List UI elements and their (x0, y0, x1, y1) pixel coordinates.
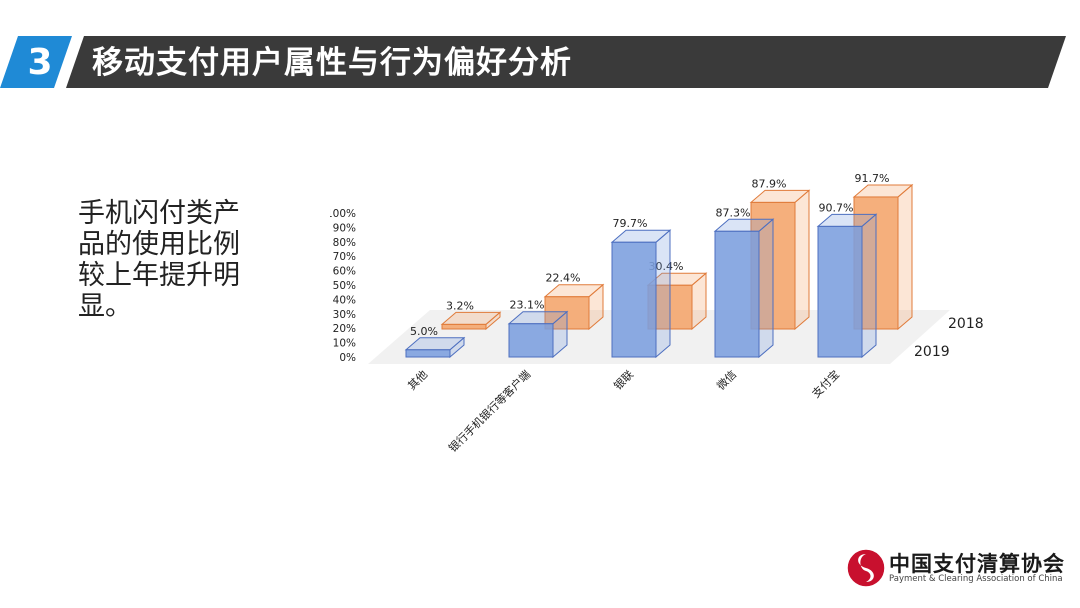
y-tick-label: 90% (333, 222, 356, 234)
page-title: 移动支付用户属性与行为偏好分析 (92, 45, 572, 81)
bar-front (405, 349, 451, 358)
bar-2019 (713, 218, 775, 359)
section-number: 3 (27, 42, 53, 83)
category-label: 微信 (714, 367, 739, 392)
bar-side (794, 189, 810, 331)
bar-side (655, 229, 671, 359)
category-label: 支付宝 (809, 367, 842, 400)
bar-side (758, 218, 774, 359)
data-label: 91.7% (855, 172, 890, 185)
header-bar: 3 移动支付用户属性与行为偏好分析 (0, 0, 1080, 100)
association-name-en: Payment & Clearing Association of China (889, 574, 1063, 584)
y-tick-label: 70% (333, 251, 356, 263)
data-label: 23.1% (510, 299, 545, 312)
association-logo-icon (846, 548, 886, 588)
bar-side (897, 183, 913, 331)
header-shapes (0, 36, 1066, 88)
bar-front (714, 230, 760, 358)
y-tick-label: 20% (333, 323, 356, 335)
data-label: 79.7% (613, 217, 648, 230)
usage-bar-chart: 0% 10% 20% 30% 40% 50% 60% 70% 80% 90% 100% 2018 201… (330, 172, 984, 455)
data-label: 87.3% (716, 206, 751, 219)
y-tick-label: 80% (333, 237, 356, 249)
data-label: 87.9% (752, 177, 787, 190)
data-label: 5.0% (410, 325, 438, 338)
bar-front (508, 323, 554, 358)
data-label: 30.4% (649, 260, 684, 273)
data-label: 22.4% (546, 272, 581, 285)
bar-front (817, 225, 863, 358)
bar-side (861, 213, 877, 359)
association-name: 中国支付清算协会 (889, 552, 1065, 576)
y-tick-label: 100% (330, 208, 356, 220)
bar-2019 (507, 310, 569, 359)
bar-2019 (404, 336, 466, 359)
category-label: 银行手机银行等客户端 (445, 367, 533, 455)
category-label: 银联 (611, 367, 636, 392)
side-note: 手机闪付类产品的使用比例较上年提升明显。 (78, 198, 240, 322)
bar-2018 (440, 311, 502, 331)
y-tick-label: 10% (333, 338, 356, 350)
section-number-badge (0, 36, 72, 88)
bar-2019 (610, 229, 672, 359)
y-tick-label: 50% (333, 280, 356, 292)
category-label: 其他 (405, 368, 430, 393)
bar-front (441, 323, 487, 330)
data-label: 90.7% (819, 201, 854, 214)
y-tick-label: 30% (333, 309, 356, 321)
series-label: 2018 (948, 316, 984, 332)
y-tick-label: 0% (339, 352, 356, 364)
bar-2019 (816, 213, 878, 359)
bar-front (611, 241, 657, 358)
y-tick-label: 40% (333, 294, 356, 306)
data-label: 3.2% (446, 299, 474, 312)
series-label: 2019 (914, 344, 950, 360)
association-logo: 中国支付清算协会 Payment & Clearing Association … (846, 546, 1064, 592)
header-title-band (66, 36, 1066, 88)
y-tick-label: 60% (333, 266, 356, 278)
